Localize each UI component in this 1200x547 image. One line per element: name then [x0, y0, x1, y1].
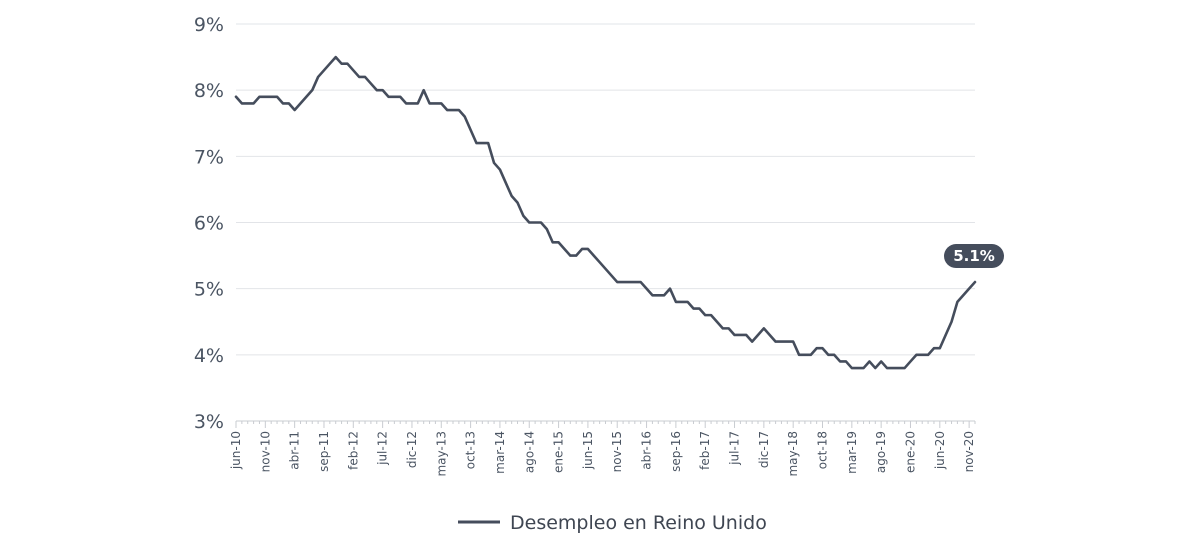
callout-layer: 5.1%	[944, 244, 1004, 269]
y-tick-label: 9%	[194, 14, 224, 36]
series-line-desempleo	[234, 55, 977, 370]
x-tick-label: jun-10	[229, 431, 243, 470]
x-tick-label: ago-14	[522, 431, 536, 473]
x-tick-label: jul-12	[376, 431, 390, 466]
y-tick-label: 3%	[194, 411, 224, 433]
grid-layer	[236, 23, 975, 422]
x-tick-label: sep-11	[317, 431, 331, 472]
y-tick-label: 8%	[194, 80, 224, 102]
x-tick-label: abr-16	[640, 431, 654, 470]
x-tick-label: dic-17	[757, 431, 771, 468]
x-tick-label: nov-15	[610, 431, 624, 472]
x-tick-label: may-13	[434, 431, 448, 477]
x-tick-label: oct-18	[816, 431, 830, 469]
x-tick-label: dic-12	[405, 431, 419, 468]
legend-label: Desempleo en Reino Unido	[510, 512, 767, 534]
x-tick-label: feb-12	[346, 431, 360, 470]
legend: Desempleo en Reino Unido	[458, 512, 767, 534]
value-callout-badge	[944, 244, 1004, 269]
x-tick-label: oct-13	[464, 431, 478, 469]
x-axis-ticks: jun-10 nov-10 abr-11 sep-11 feb-12 jul-12 dic-…	[229, 421, 976, 477]
series-layer	[234, 55, 977, 370]
x-tick-label: may-18	[786, 431, 800, 477]
x-tick-label: jun-20	[933, 431, 947, 470]
x-tick-label: mar-19	[845, 431, 859, 474]
x-tick-label: sep-16	[669, 431, 683, 472]
y-tick-label: 4%	[194, 345, 224, 367]
x-tick-label: feb-17	[698, 431, 712, 470]
x-tick-label: mar-14	[493, 431, 507, 474]
y-axis-ticks: 3% 4% 5% 6% 7% 8% 9%	[194, 14, 224, 433]
y-tick-label: 6%	[194, 213, 224, 235]
x-tick-label: abr-11	[288, 431, 302, 470]
x-tick-label: nov-10	[258, 431, 272, 472]
y-tick-label: 7%	[194, 146, 224, 168]
value-callout-label: 5.1%	[953, 247, 995, 265]
x-tick-label: nov-20	[962, 431, 976, 472]
x-tick-label: ene-20	[903, 431, 917, 473]
x-tick-label: ene-15	[552, 431, 566, 473]
x-tick-label: jul-17	[728, 431, 742, 466]
x-tick-label: jun-15	[581, 431, 595, 470]
x-tick-label: ago-19	[874, 431, 888, 473]
y-tick-label: 5%	[194, 279, 224, 301]
